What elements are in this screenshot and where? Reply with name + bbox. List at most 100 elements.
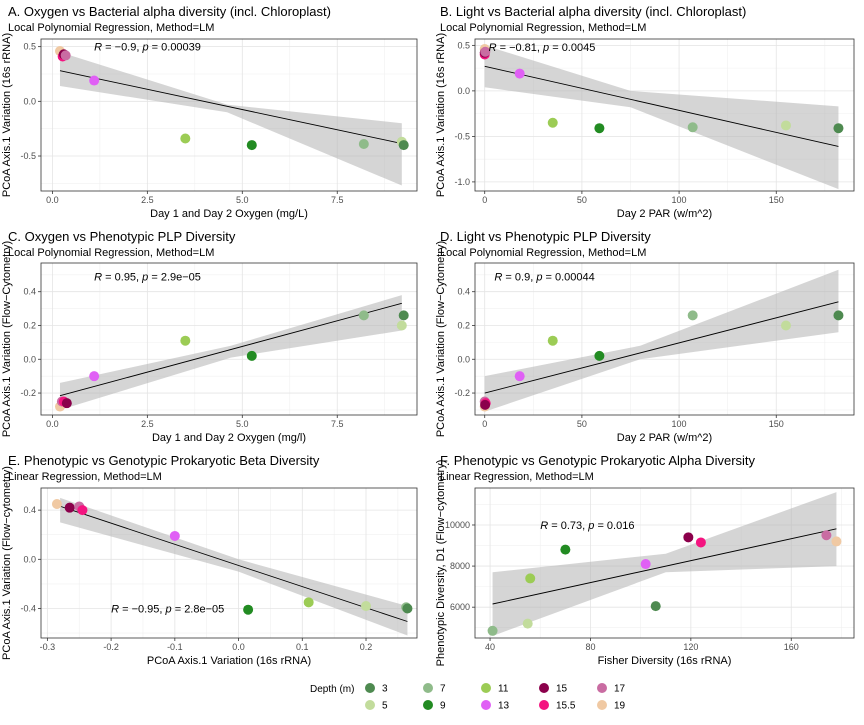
stat-annotation: R = 0.73, p = 0.016: [540, 520, 634, 532]
data-point-depth-7: [687, 122, 698, 133]
regression-line: [59, 505, 408, 622]
data-point-depth-15: [480, 399, 491, 410]
data-point-depth-7: [687, 310, 698, 321]
legend-label: 5: [382, 701, 388, 712]
panel-title: F. Phenotypic vs Genotypic Prokaryotic A…: [440, 453, 756, 468]
data-point-depth-3: [402, 603, 413, 614]
legend-key-depth-7: [423, 683, 433, 693]
y-tick-label: -0.5: [454, 131, 470, 141]
x-tick-label: 0.0: [46, 419, 59, 429]
stat-p-value: = 0.016: [594, 520, 634, 532]
data-point-depth-7: [358, 310, 369, 321]
y-axis-label: PCoA Axis.1 Variation (16s rRNA): [435, 33, 447, 197]
panel-E: E. Phenotypic vs Genotypic Prokaryotic B…: [1, 453, 418, 667]
stat-annotation: R = −0.81, p = 0.0045: [489, 42, 596, 54]
plot-border: [40, 487, 418, 639]
confidence-band: [60, 497, 408, 636]
regression-line: [59, 70, 402, 144]
data-point-depth-3: [650, 601, 661, 612]
stat-p-symbol: p: [141, 272, 148, 284]
confidence-band: [59, 295, 402, 410]
y-tick-label: 6000: [450, 602, 470, 612]
stat-p-value: = 0.0045: [549, 42, 595, 54]
data-point-depth-7: [487, 625, 498, 636]
x-tick-label: 2.5: [141, 195, 154, 205]
legend-key-depth-13: [481, 700, 491, 710]
legend-label: 3: [382, 684, 388, 695]
data-point-depth-13: [640, 559, 651, 570]
plot-border: [474, 487, 855, 639]
regression-line: [484, 65, 839, 147]
data-point-depth-17: [60, 50, 71, 61]
data-point-depth-9: [246, 140, 257, 151]
x-tick-label: 0: [482, 419, 487, 429]
data-point-depth-5: [396, 320, 407, 331]
x-axis-label: Day 1 and Day 2 Oxygen (mg/l): [152, 432, 306, 444]
panel-title: E. Phenotypic vs Genotypic Prokaryotic B…: [8, 453, 320, 468]
stat-p-value: = 2.9e−05: [148, 272, 201, 284]
x-tick-label: 0: [482, 195, 487, 205]
x-tick-label: 0.0: [232, 642, 245, 652]
x-tick-label: 0.0: [46, 195, 59, 205]
panel-B: B. Light vs Bacterial alpha diversity (i…: [435, 4, 855, 220]
stat-annotation: R = 0.95, p = 2.9e−05: [94, 272, 201, 284]
stat-r-value: = −0.95,: [119, 603, 165, 615]
data-point-depth-19: [831, 536, 842, 547]
data-point-depth-13: [89, 371, 100, 382]
x-axis-label: Day 2 PAR (w/m^2): [617, 208, 712, 220]
data-point-depth-9: [243, 604, 254, 615]
legend: Depth (m) 3 5 7 9 11 13 15 15.5 17 19: [310, 683, 626, 712]
y-axis-label: Phenotypic Diversity, D1 (Flow−cytometry…: [435, 460, 447, 667]
panel-D: D. Light vs Phenotypic PLP Diversity Loca…: [435, 229, 855, 444]
legend-label: 9: [440, 701, 446, 712]
stat-r-symbol: R: [111, 603, 119, 615]
legend-key-depth-3: [365, 683, 375, 693]
stat-p-symbol: p: [587, 520, 594, 532]
y-tick-label: -0.2: [454, 388, 470, 398]
panel-C: C. Oxygen vs Phenotypic PLP Diversity Loc…: [1, 229, 418, 444]
stat-p-symbol: p: [141, 42, 148, 54]
legend-label: 7: [440, 684, 446, 695]
x-tick-label: 2.5: [141, 419, 154, 429]
data-point-depth-15-5: [695, 537, 706, 548]
plot-border: [40, 262, 418, 416]
data-point-depth-17: [821, 530, 832, 541]
y-axis-label: PCoA Axis.1 Variation (Flow−cytometry): [1, 466, 13, 660]
x-tick-label: 50: [577, 195, 587, 205]
stat-p-symbol: p: [535, 272, 542, 284]
confidence-band: [492, 492, 837, 636]
confidence-band: [484, 269, 839, 412]
panel-subtitle: Local Polynomial Regression, Method=LM: [8, 247, 214, 259]
data-point-depth-15: [64, 502, 75, 513]
y-tick-label: 10000: [445, 520, 470, 530]
x-tick-label: 5.0: [236, 195, 249, 205]
stat-p-symbol: p: [165, 603, 172, 615]
stat-r-value: = 0.9,: [502, 272, 536, 284]
confidence-band: [59, 52, 402, 186]
y-tick-label: 0.0: [457, 354, 470, 364]
stat-annotation: R = 0.9, p = 0.00044: [494, 272, 594, 284]
legend-label: 15.5: [556, 701, 576, 712]
panel-subtitle: Local Polynomial Regression, Method=LM: [8, 22, 214, 34]
panel-subtitle: Local Polynomial Regression, Method=LM: [440, 22, 646, 34]
data-point-depth-9: [246, 350, 257, 361]
data-point-depth-11: [180, 335, 191, 346]
y-tick-label: 0.4: [457, 287, 470, 297]
stat-p-symbol: p: [542, 42, 549, 54]
legend-label: 19: [614, 701, 626, 712]
y-axis-label: PCoA Axis.1 Variation (16s rRNA): [1, 33, 13, 197]
plot-border: [40, 38, 418, 192]
legend-label: 17: [614, 684, 626, 695]
x-tick-label: 0.2: [360, 642, 373, 652]
data-point-depth-11: [547, 335, 558, 346]
y-tick-label: 8000: [450, 561, 470, 571]
data-point-depth-17: [480, 46, 491, 57]
stat-p-value: = 2.8e−05: [172, 603, 225, 615]
data-point-depth-13: [169, 530, 180, 541]
y-tick-label: 0.0: [457, 86, 470, 96]
stat-r-symbol: R: [494, 272, 502, 284]
y-tick-label: -1.0: [454, 177, 470, 187]
y-axis-label: PCoA Axis.1 Variation (Flow−Cytometry): [1, 241, 13, 437]
data-point-depth-3: [833, 123, 844, 134]
